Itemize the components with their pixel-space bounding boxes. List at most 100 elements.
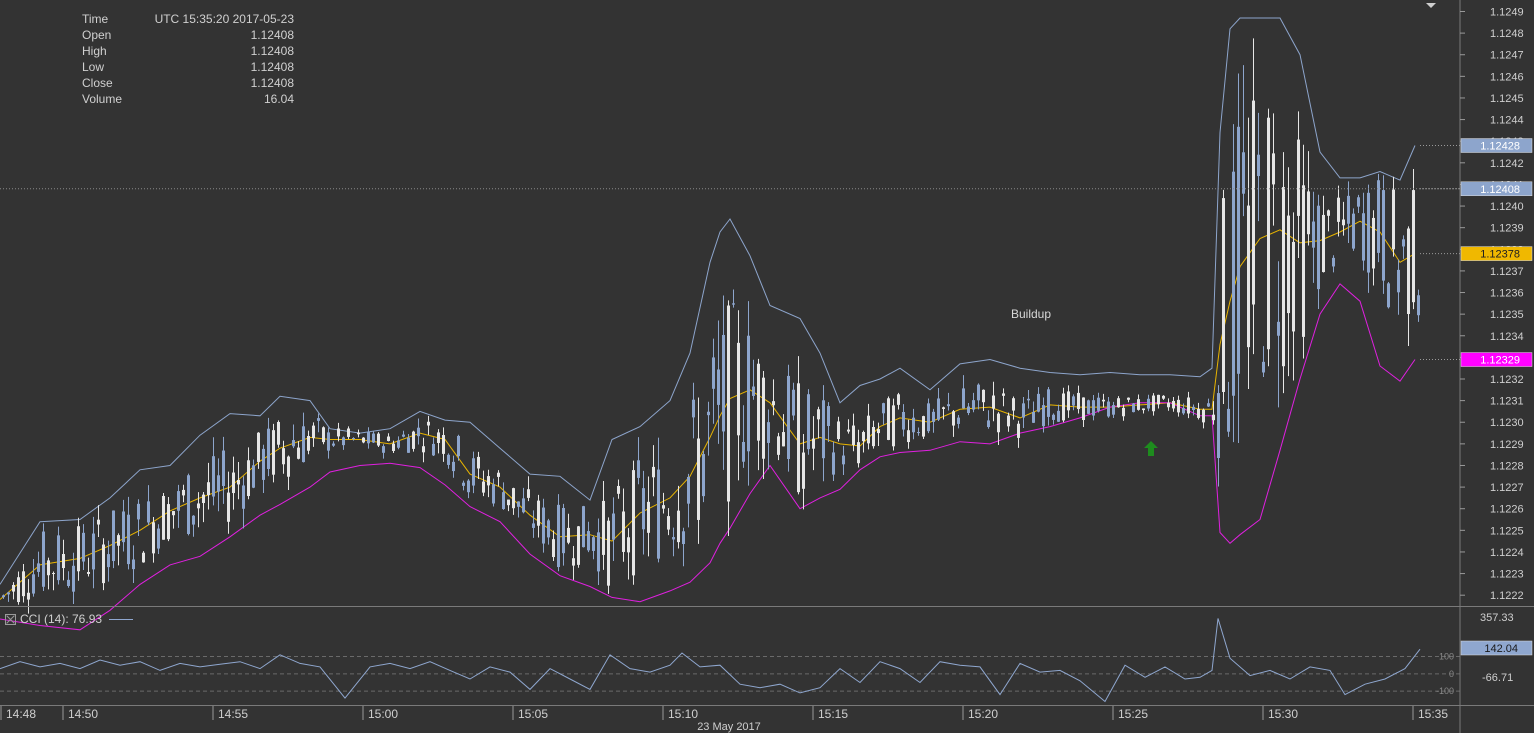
candle: [132, 545, 135, 584]
candle-body: [832, 452, 835, 475]
candle: [337, 422, 340, 442]
candle-body: [447, 454, 450, 465]
candle: [1012, 396, 1015, 420]
candle: [657, 437, 660, 563]
scroll-marker-icon[interactable]: [1426, 3, 1436, 8]
candle-body: [897, 394, 900, 405]
candle-body: [842, 455, 845, 465]
candle: [392, 440, 395, 453]
candle: [272, 423, 275, 483]
candle-body: [442, 435, 445, 454]
candle: [697, 397, 700, 544]
candle-body: [667, 516, 670, 530]
candle: [387, 433, 390, 442]
candle-body: [1367, 192, 1370, 273]
candle: [787, 364, 790, 472]
candle: [362, 437, 365, 444]
candle-body: [662, 505, 665, 509]
candle-body: [192, 515, 195, 525]
candle-body: [1142, 408, 1145, 411]
candle-body: [117, 535, 120, 546]
cci-legend[interactable]: CCI (14): 76.93: [5, 612, 134, 626]
candle: [977, 383, 980, 410]
ohlc-label: Close: [82, 76, 113, 90]
candle: [722, 295, 725, 470]
candle-body: [1267, 117, 1270, 350]
candle-body: [1397, 269, 1400, 293]
candle: [1317, 194, 1320, 309]
candle-body: [782, 432, 785, 447]
candlesticks[interactable]: [2, 38, 1420, 614]
candle-body: [732, 303, 735, 305]
candle-body: [522, 498, 525, 513]
candle: [247, 447, 250, 500]
candle: [757, 358, 760, 471]
candle: [1027, 390, 1030, 409]
candle-body: [262, 448, 265, 480]
candle-body: [1247, 205, 1250, 348]
candle-body: [422, 446, 425, 453]
candle: [1292, 212, 1295, 381]
candle-body: [772, 401, 775, 406]
candle: [12, 582, 15, 600]
candle-body: [227, 492, 230, 522]
candle-body: [907, 430, 910, 443]
candle-body: [187, 475, 190, 534]
candle-body: [287, 456, 290, 477]
candle-body: [437, 432, 440, 443]
candle: [1402, 235, 1405, 259]
candle-body: [712, 357, 715, 389]
candle-body: [682, 531, 685, 545]
candle-body: [92, 533, 95, 570]
cci-indicator: 357.33 -66.71 100 0 -100 142.04: [0, 612, 1533, 703]
ohlc-row-time: Time UTC 15:35:20 2017-05-23: [82, 11, 294, 27]
price-tick-label: 1.1240: [1490, 201, 1524, 213]
price-tick-label: 1.1247: [1490, 50, 1524, 62]
candle-body: [102, 544, 105, 584]
candle-body: [562, 507, 565, 554]
candle: [957, 414, 960, 429]
candle: [707, 401, 710, 456]
candle-body: [937, 398, 940, 420]
candle-body: [1262, 361, 1265, 373]
price-tick-label: 1.1242: [1490, 158, 1524, 170]
candle-body: [987, 420, 990, 428]
candle-body: [722, 334, 725, 432]
candle-body: [1297, 139, 1300, 216]
candle-body: [1322, 214, 1325, 273]
candle-body: [1077, 392, 1080, 410]
candle-body: [1197, 408, 1200, 418]
candle: [2, 594, 5, 599]
candle-body: [302, 426, 305, 463]
candle: [1287, 167, 1290, 377]
candle-body: [242, 485, 245, 509]
ohlc-info-panel: Time UTC 15:35:20 2017-05-23 Open 1.12408 …: [82, 11, 294, 107]
candle-body: [467, 480, 470, 493]
candle: [1357, 194, 1360, 214]
cci-axis-max: 357.33: [1480, 612, 1514, 624]
candle: [1417, 289, 1420, 322]
candle: [762, 370, 765, 480]
candle: [57, 526, 60, 585]
candle: [1102, 393, 1105, 408]
candle: [352, 437, 355, 441]
close-indicator-icon[interactable]: [5, 613, 16, 625]
price-tick-label: 1.1246: [1490, 71, 1524, 83]
candle-body: [1227, 408, 1230, 432]
candle-body: [1042, 405, 1045, 427]
candle: [682, 527, 685, 567]
candle: [157, 524, 160, 555]
candle: [372, 430, 375, 443]
cci-level-label: -100: [1436, 686, 1454, 696]
candle: [1107, 396, 1110, 418]
candle-body: [1362, 213, 1365, 261]
bb-upper-line: [0, 17, 1416, 585]
candle: [872, 420, 875, 449]
candle: [557, 494, 560, 572]
candle: [732, 289, 735, 308]
candle-body: [257, 432, 260, 462]
candle: [27, 579, 30, 614]
candle: [77, 517, 80, 581]
candle: [167, 496, 170, 542]
candle: [222, 436, 225, 504]
